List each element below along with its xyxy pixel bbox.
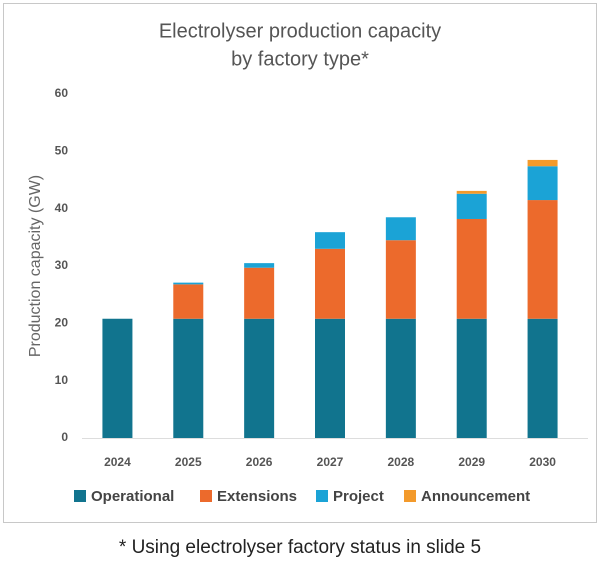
- y-tick-label: 10: [55, 373, 69, 387]
- x-tick-label: 2027: [317, 455, 344, 469]
- bar-segment: [315, 318, 345, 438]
- bar-segment: [244, 267, 275, 319]
- bar-segment: [456, 218, 487, 319]
- legend-swatch: [200, 490, 212, 502]
- legend-swatch: [74, 490, 86, 502]
- bar-segment: [385, 240, 416, 319]
- bar-segment: [173, 284, 204, 319]
- legend-label: Operational: [91, 488, 174, 505]
- bar-segment: [102, 318, 133, 438]
- bar-segment: [173, 282, 204, 285]
- legend-swatch: [404, 490, 416, 502]
- bar-segment: [456, 318, 487, 438]
- y-tick-label: 40: [55, 201, 69, 215]
- x-tick-label: 2025: [175, 455, 202, 469]
- y-tick-label: 30: [55, 258, 69, 272]
- y-tick-label: 50: [55, 144, 69, 158]
- bar-segment: [456, 193, 487, 219]
- y-tick-label: 60: [55, 86, 69, 100]
- bar-segment: [527, 159, 558, 167]
- x-tick-label: 2030: [529, 455, 556, 469]
- bar-segment: [244, 263, 275, 268]
- x-tick-label: 2029: [458, 455, 485, 469]
- bar-segment: [385, 217, 416, 241]
- bar-segment: [527, 318, 558, 438]
- legend-swatch: [316, 490, 328, 502]
- bar-segment: [244, 318, 275, 438]
- bar-segment: [315, 248, 345, 319]
- x-tick-label: 2028: [388, 455, 415, 469]
- bar-segment: [456, 190, 487, 194]
- bar-segment: [385, 318, 416, 438]
- y-tick-label: 0: [61, 430, 68, 444]
- chart-title: by factory type*: [231, 48, 369, 70]
- bar-segment: [315, 232, 345, 249]
- x-tick-label: 2024: [104, 455, 131, 469]
- legend-label: Project: [333, 488, 384, 505]
- y-tick-label: 20: [55, 316, 69, 330]
- chart-frame: [3, 3, 597, 523]
- chart-title: Electrolyser production capacity: [159, 20, 441, 42]
- bar-segment: [527, 166, 558, 201]
- x-tick-label: 2026: [246, 455, 273, 469]
- y-axis-label: Production capacity (GW): [27, 175, 44, 357]
- bar-segment: [527, 200, 558, 319]
- footnote: * Using electrolyser factory status in s…: [119, 537, 481, 558]
- bar-segment: [173, 318, 204, 438]
- legend-label: Extensions: [217, 488, 297, 505]
- legend-label: Announcement: [421, 488, 530, 505]
